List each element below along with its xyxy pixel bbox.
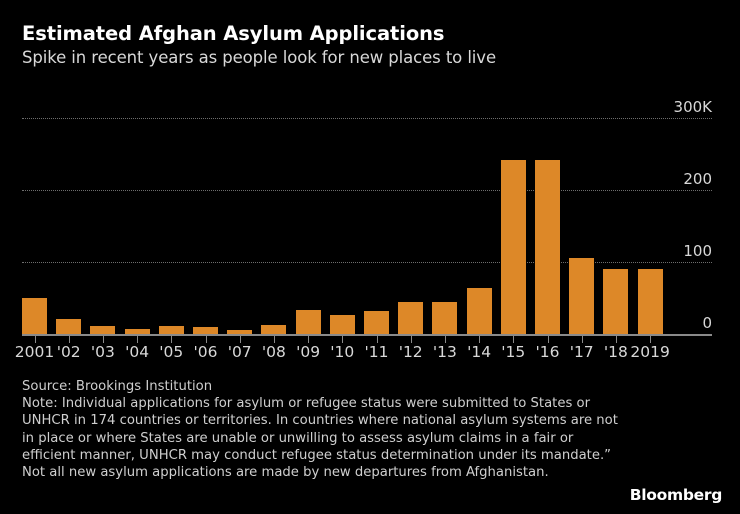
y-axis-tick-label: 300K [673,98,712,116]
x-axis-tick [479,336,481,343]
gridline [22,262,712,263]
x-axis-tick [239,336,241,343]
footer: Source: Brookings Institution Note: Indi… [22,378,622,481]
bar [432,302,458,334]
x-axis-tick [376,336,378,343]
bar [193,326,218,334]
bar [637,269,663,334]
page-subtitle: Spike in recent years as people look for… [22,48,497,67]
bar-series [22,96,672,334]
x-axis-tick [68,336,70,343]
x-axis-tick [650,336,652,343]
x-axis-tick [581,336,583,343]
plot-area: 0 100 200 300K [22,96,712,336]
x-axis-tick [273,336,275,343]
gridline [22,190,712,191]
x-axis-labels: 2001'02 '03 '04 '05 '06 '07 '08 '09 '10 '11 '12 '13… [15,343,712,365]
x-axis-tick [102,336,104,343]
x-axis-tick-label: '09 [296,343,321,361]
x-axis-tick-label: '08 [261,343,286,361]
note-text: Note: Individual applications for asylum… [22,396,618,481]
bar [535,159,560,334]
x-axis-line [22,334,712,336]
x-axis-tick [137,336,139,343]
page-title: Estimated Afghan Asylum Applications [22,22,445,45]
x-axis-tick-label: '03 [90,343,115,361]
bar [466,287,492,334]
x-axis-tick-label: '06 [193,343,218,361]
bar [22,298,47,334]
x-axis-tick-label: '13 [432,343,457,361]
bar [261,324,287,334]
x-axis-tick [342,336,344,343]
bar [364,310,389,334]
x-axis-tick-label: 2001 [14,343,55,361]
x-axis-tick-label: '04 [125,343,150,361]
x-axis-tick [513,336,515,343]
bar [295,310,321,334]
x-axis-tick-label: '12 [398,343,423,361]
x-axis-tick-label: '11 [364,343,389,361]
y-axis-tick-label: 200 [683,170,712,188]
x-axis-tick-label: '14 [467,343,492,361]
bar [603,269,629,334]
bar [329,315,355,334]
bloomberg-logo: Bloomberg [629,486,723,504]
x-axis-tick [34,336,36,343]
x-axis-tick-label: '05 [159,343,184,361]
x-axis-tick-label: '10 [330,343,355,361]
x-axis-tick-label: '02 [56,343,81,361]
x-axis-tick [308,336,310,343]
x-axis-ticks [22,334,712,343]
x-axis-tick-label: '16 [535,343,560,361]
y-axis-tick-label: 100 [683,242,712,260]
x-axis-tick-label: '15 [501,343,526,361]
x-axis-tick-label: 2019 [630,343,670,361]
x-axis-tick [410,336,412,343]
x-axis-tick-label: '17 [569,343,594,361]
bar [56,318,82,334]
bar [158,326,184,334]
x-axis-tick-label: '18 [603,343,628,361]
x-axis-tick [615,336,617,343]
x-axis-tick [205,336,207,343]
y-axis-tick-label: 0 [702,314,712,332]
bar [500,159,526,334]
x-axis-tick [444,336,446,343]
bar [124,328,150,334]
gridline [22,118,712,119]
bar [227,329,253,334]
source-text: Source: Brookings Institution [22,379,213,394]
x-axis-tick [547,336,549,343]
bar [90,326,116,334]
x-axis-tick-label: '07 [227,343,252,361]
bar [569,257,595,334]
bar [398,302,424,334]
x-axis-tick [171,336,173,343]
